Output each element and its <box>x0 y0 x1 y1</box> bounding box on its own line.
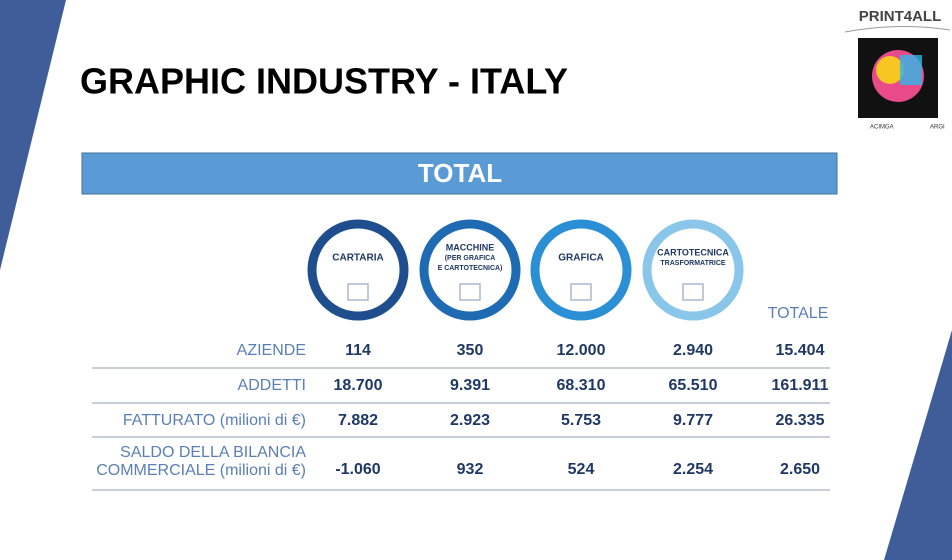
category-icon <box>682 283 704 301</box>
cell-value: 7.882 <box>338 412 378 429</box>
logo-text: PRINT4ALL <box>859 8 942 25</box>
cell-value: 65.510 <box>669 377 718 394</box>
category-label: MACCHINE <box>446 242 495 252</box>
cell-value: 2.650 <box>780 461 820 478</box>
cell-value: 161.911 <box>772 377 829 394</box>
category-label: GRAFICA <box>558 253 604 264</box>
partner-logo: ARGI <box>930 125 945 131</box>
cell-value: 932 <box>457 461 484 478</box>
cell-value: 9.777 <box>673 412 713 429</box>
category-icon <box>459 283 481 301</box>
cell-value: 524 <box>568 461 595 478</box>
category-icon <box>570 283 592 301</box>
cell-value: 2.940 <box>673 342 713 359</box>
cell-value: -1.060 <box>335 461 380 478</box>
category-label: CARTOTECNICA <box>657 247 729 257</box>
cell-value: 114 <box>345 342 371 359</box>
cell-value: 9.391 <box>450 377 490 394</box>
category-circle <box>307 219 409 321</box>
logo-swoosh <box>844 25 951 33</box>
category-label: (PER GRAFICA <box>445 255 496 262</box>
cell-value: 12.000 <box>557 342 606 359</box>
cell-value: 18.700 <box>334 377 383 394</box>
slide-title: GRAPHIC INDUSTRY - ITALY <box>80 61 568 102</box>
cell-value: 15.404 <box>776 342 825 359</box>
column-header: TOTALE <box>768 305 829 322</box>
banner <box>81 152 838 195</box>
row-label: AZIENDE <box>237 342 306 359</box>
corner-decoration <box>0 0 66 270</box>
banner-text: TOTAL <box>418 158 502 188</box>
partner-logo: ACIMGA <box>870 125 894 131</box>
logo-image <box>876 56 904 84</box>
category-label: CARTARIA <box>332 253 383 264</box>
category-circle <box>419 219 521 321</box>
category-icon <box>347 283 369 301</box>
cell-value: 5.753 <box>561 412 601 429</box>
row-label: FATTURATO (milioni di €) <box>123 412 306 429</box>
category-label: E CARTOTECNICA) <box>438 265 503 272</box>
cell-value: 68.310 <box>557 377 606 394</box>
category-circle <box>530 219 632 321</box>
row-label: SALDO DELLA BILANCIA <box>120 444 306 461</box>
category-label: TRASFORMATRICE <box>660 260 726 267</box>
cell-value: 2.254 <box>673 461 713 478</box>
logo-image <box>900 55 922 85</box>
corner-decoration <box>884 330 952 560</box>
cell-value: 2.923 <box>450 412 490 429</box>
cell-value: 26.335 <box>776 412 825 429</box>
row-label: ADDETTI <box>238 377 306 394</box>
category-circle <box>642 219 744 321</box>
row-label: COMMERCIALE (milioni di €) <box>96 462 306 479</box>
cell-value: 350 <box>457 342 484 359</box>
